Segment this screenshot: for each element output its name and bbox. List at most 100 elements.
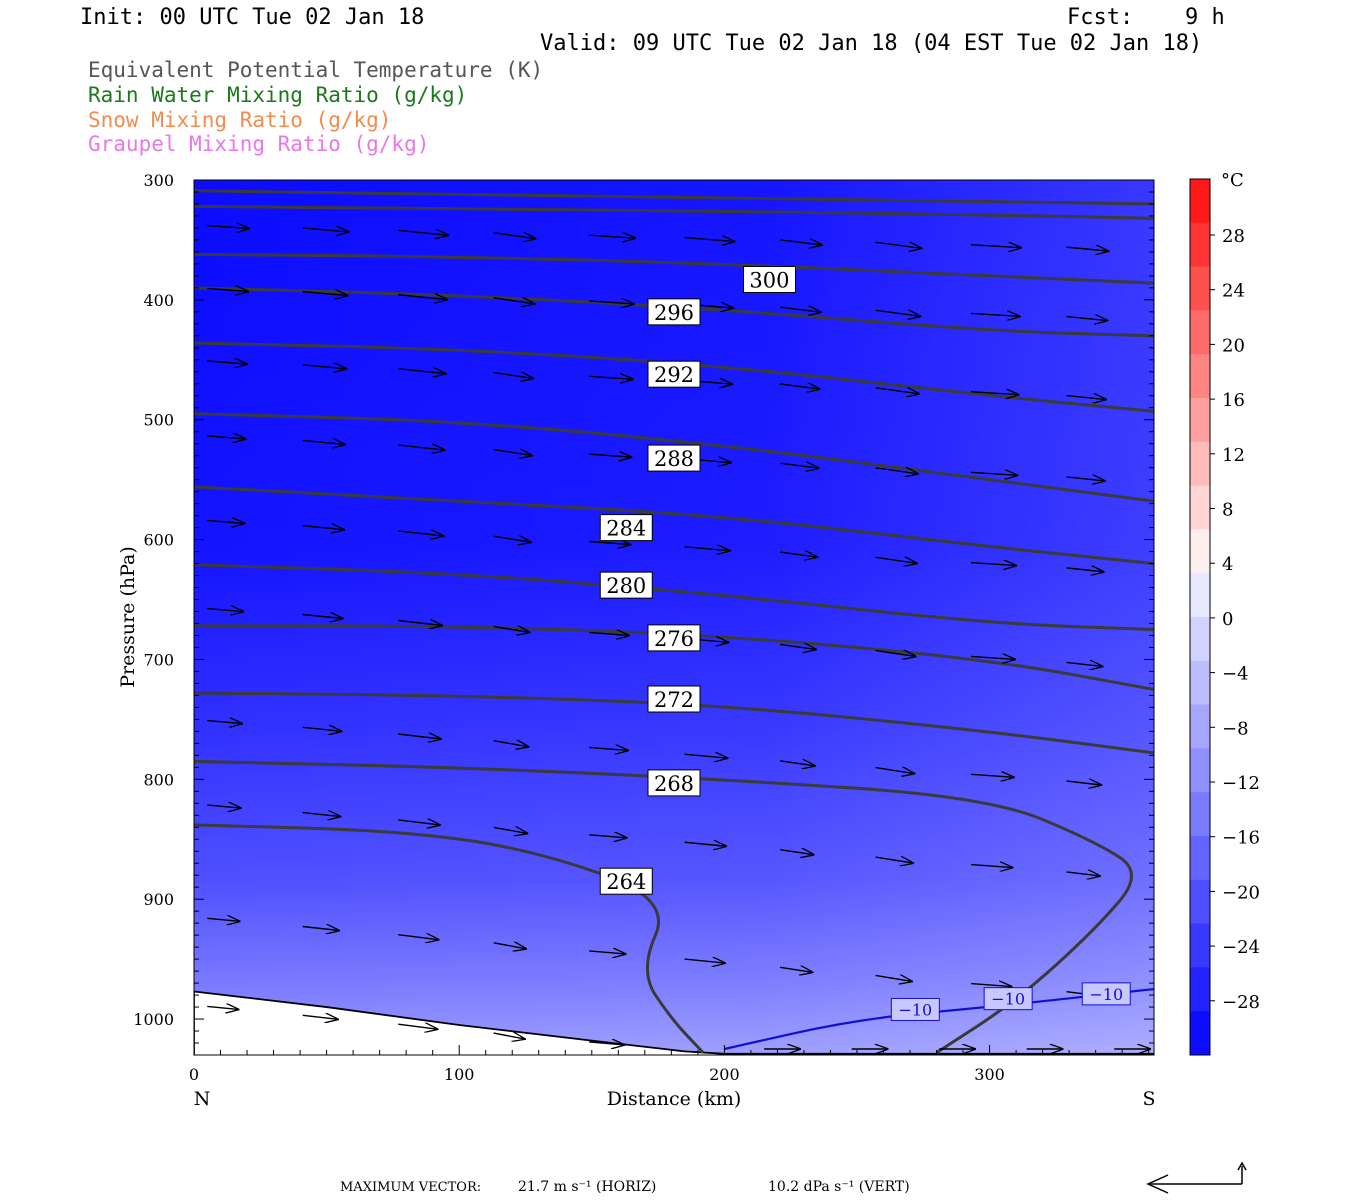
colorbar-segment	[1190, 923, 1210, 968]
theta-e-contour	[194, 341, 1154, 413]
wind-vector	[302, 615, 343, 619]
y-tick-label: 800	[143, 770, 174, 789]
colorbar-segment	[1190, 660, 1210, 706]
colorbar-segment	[1190, 792, 1210, 837]
colorbar-label: −16	[1222, 828, 1260, 849]
theta-e-label: 300	[742, 265, 796, 293]
legend-snow: Snow Mixing Ratio (g/kg)	[88, 108, 392, 132]
wind-vector	[779, 644, 816, 649]
y-tick-label: 300	[143, 171, 174, 190]
colorbar-segment	[1190, 617, 1210, 662]
isotherm-label: −10	[983, 987, 1033, 1011]
wind-vector	[589, 454, 631, 457]
max-vector-vert: 10.2 dPa s⁻¹ (VERT)	[768, 1179, 910, 1195]
theta-e-contour	[194, 412, 1154, 503]
legend-theta-e: Equivalent Potential Temperature (K)	[88, 58, 544, 82]
wind-vector	[779, 384, 820, 389]
colorbar-label: −12	[1222, 773, 1260, 794]
svg-text:264: 264	[606, 870, 646, 894]
wind-vector	[1066, 477, 1104, 481]
wind-vector	[970, 984, 1011, 987]
max-vector-label: MAXIMUM VECTOR:	[340, 1180, 481, 1195]
wind-vector	[589, 301, 634, 304]
theta-e-contour	[194, 286, 1154, 338]
theta-e-label: 284	[599, 514, 653, 542]
reference-vector-icon	[1146, 1161, 1247, 1194]
theta-e-contour	[194, 823, 705, 1054]
colorbar-segment	[1190, 748, 1210, 793]
wind-vector	[302, 927, 339, 931]
wind-vector	[970, 392, 1019, 395]
theta-e-contour	[194, 624, 1154, 691]
isotherm-label: −10	[1081, 982, 1131, 1006]
wind-vector	[1066, 662, 1102, 666]
svg-text:284: 284	[606, 517, 646, 541]
colorbar-segment	[1190, 179, 1210, 224]
wind-vector	[302, 1015, 338, 1019]
colorbar-unit: °C	[1221, 170, 1244, 191]
wind-vector	[493, 943, 526, 949]
wind-vector	[398, 620, 442, 625]
wind-vector	[779, 967, 812, 972]
colorbar-segment	[1190, 310, 1210, 355]
theta-e-label: 280	[599, 571, 653, 599]
y-tick-label: 600	[143, 531, 174, 550]
wind-vector	[970, 313, 1020, 316]
svg-text:300: 300	[749, 268, 789, 292]
wind-vector	[875, 768, 915, 774]
wind-vector	[970, 563, 1016, 566]
wind-vector	[970, 865, 1013, 868]
y-tick-label: 400	[143, 291, 174, 310]
y-axis-title: Pressure (hPa)	[117, 546, 139, 688]
wind-vector	[589, 542, 630, 545]
wind-vector	[493, 373, 534, 379]
wind-vector	[398, 369, 446, 374]
svg-text:296: 296	[654, 301, 694, 325]
wind-vector	[589, 835, 627, 838]
colorbar-segment	[1190, 704, 1210, 749]
svg-text:272: 272	[654, 688, 694, 712]
wind-vector	[875, 241, 922, 248]
svg-text:292: 292	[654, 363, 694, 387]
wind-vector	[493, 298, 535, 304]
legend-graupel: Graupel Mixing Ratio (g/kg)	[88, 132, 430, 156]
colorbar-label: 20	[1222, 335, 1245, 356]
wind-vector	[779, 463, 818, 468]
wind-vector	[589, 747, 628, 750]
wind-vector	[207, 721, 242, 724]
colorbar-segment	[1190, 967, 1210, 1012]
wind-vector	[779, 761, 815, 766]
forecast-hours: 9 h	[1185, 5, 1225, 30]
wind-vector	[207, 1006, 238, 1009]
wind-vector	[493, 536, 531, 542]
wind-vector	[493, 233, 536, 239]
isotherm-label: −10	[890, 997, 940, 1021]
wind-vector	[207, 918, 239, 921]
wind-vector	[684, 754, 728, 758]
forecast-label: Fcst:	[1067, 5, 1134, 30]
colorbar-label: 28	[1222, 226, 1245, 247]
terrain	[194, 990, 1154, 1055]
valid-time: Valid: 09 UTC Tue 02 Jan 18 (04 EST Tue …	[540, 31, 1203, 56]
colorbar-label: −8	[1222, 718, 1249, 739]
colorbar-label: 8	[1222, 500, 1233, 521]
colorbar-label: 16	[1222, 390, 1245, 411]
wind-vector	[1066, 872, 1100, 876]
wind-vector	[207, 805, 241, 808]
wind-vector	[875, 650, 916, 656]
wind-vector	[684, 238, 735, 242]
wind-vector	[493, 626, 530, 632]
svg-text:−10: −10	[898, 1000, 932, 1019]
wind-vector	[207, 288, 248, 291]
wind-vector	[970, 245, 1021, 248]
x-tick-label: 0	[189, 1065, 199, 1084]
colorbar-segment	[1190, 222, 1210, 268]
wind-vector	[398, 445, 444, 450]
theta-e-label: 276	[647, 624, 701, 652]
wind-vector	[302, 228, 349, 232]
wind-vector	[207, 436, 245, 439]
colorbar-segment	[1190, 485, 1210, 530]
temperature-fill-overlay	[194, 180, 1154, 1055]
theta-e-label: 288	[647, 444, 701, 472]
